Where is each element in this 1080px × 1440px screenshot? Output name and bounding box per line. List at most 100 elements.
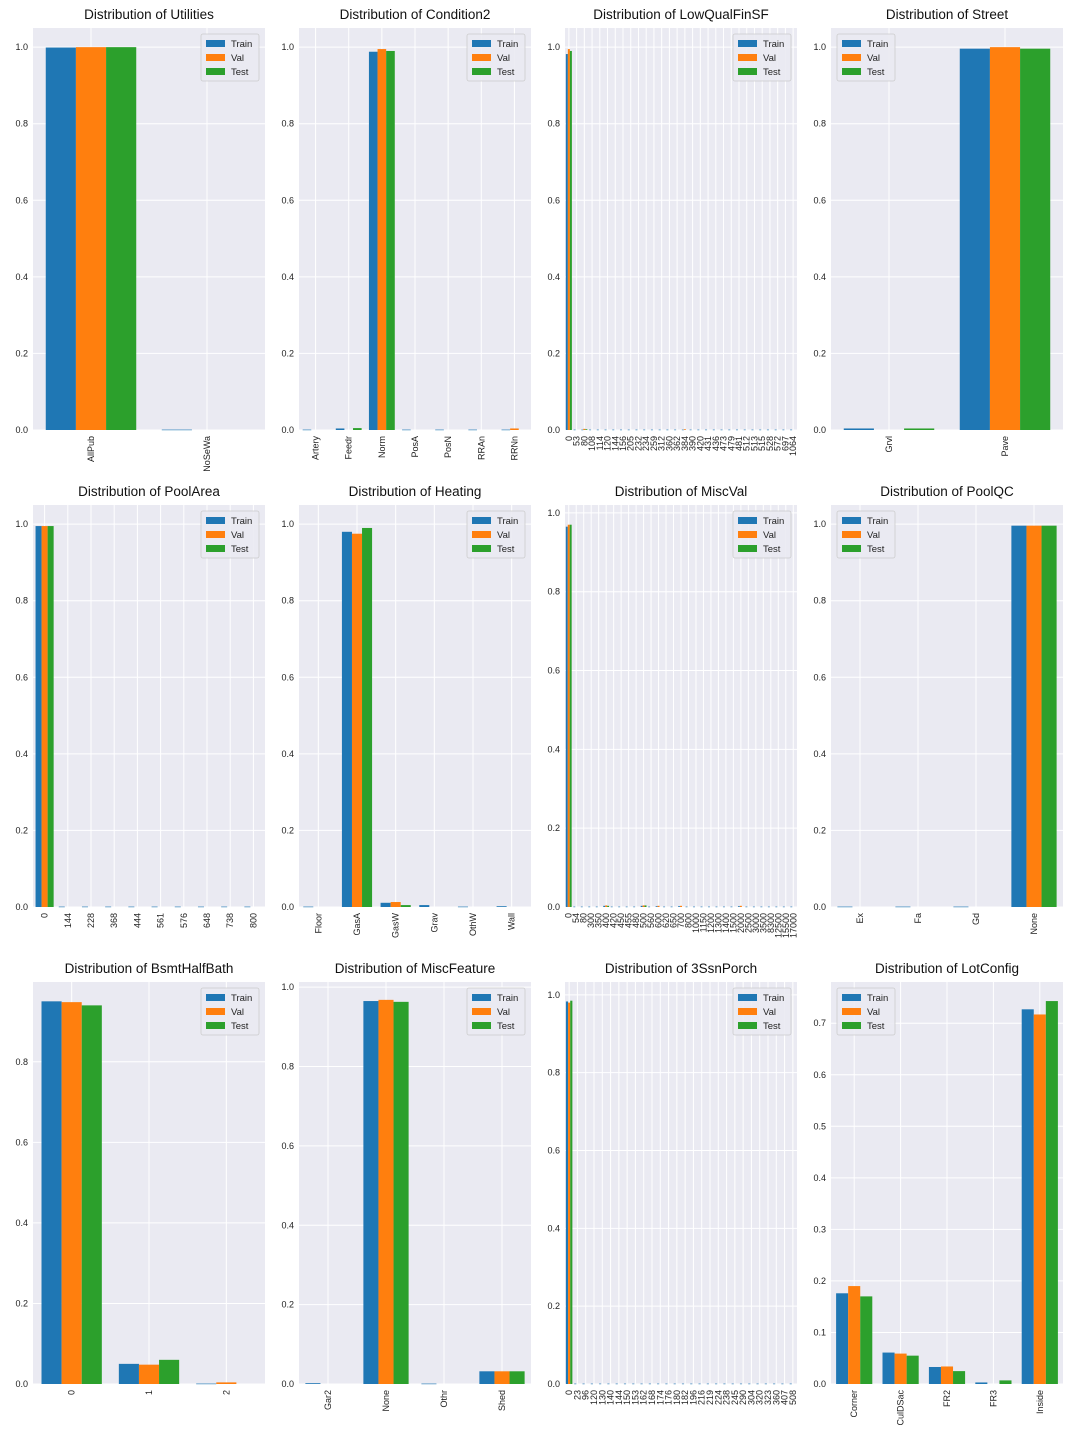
- y-tick-label: 0.2: [15, 1298, 28, 1308]
- x-tick-label: 180: [672, 1390, 682, 1405]
- x-tick-label: Grav: [429, 913, 439, 933]
- plot-area: [299, 982, 531, 1384]
- legend-label-val: Val: [231, 1007, 244, 1018]
- legend-label-test: Test: [867, 1021, 885, 1032]
- bar-train-7: [197, 906, 204, 908]
- x-tick-label: OthW: [468, 913, 478, 937]
- bar-train-2: [421, 1383, 437, 1385]
- y-tick-label: 0.8: [813, 596, 826, 606]
- legend-swatch-val: [472, 531, 491, 538]
- x-tick-label: 54: [571, 913, 581, 923]
- bar-train-28: [782, 429, 785, 431]
- bar-train-24: [751, 429, 754, 431]
- bar-train-4: [595, 906, 598, 908]
- legend-swatch-train: [206, 994, 225, 1001]
- bar-val-2: [583, 428, 586, 430]
- x-tick-label: GasW: [391, 913, 401, 939]
- bar-train-11: [650, 429, 653, 431]
- chart-title: Distribution of 3SsnPorch: [605, 961, 757, 976]
- x-tick-label: 224: [713, 1390, 723, 1405]
- legend-label-train: Train: [497, 993, 518, 1004]
- x-tick-label: 162: [639, 1390, 649, 1405]
- x-tick-label: None: [1029, 913, 1039, 935]
- x-tick-label: 245: [730, 1390, 740, 1405]
- y-tick-label: 0.4: [15, 272, 28, 282]
- legend-label-val: Val: [497, 1007, 510, 1018]
- bar-train-1: [882, 1352, 895, 1384]
- x-tick-label: 300: [586, 913, 596, 928]
- x-tick-label: 650: [669, 913, 679, 928]
- chart-panel-1: Distribution of Condition2 0.0 0.2 0.4 0.6 0.…: [281, 7, 531, 461]
- bar-val-10: [642, 905, 645, 907]
- bar-val-3: [1026, 525, 1042, 907]
- y-tick-label: 0.8: [281, 119, 294, 129]
- bar-test-2: [585, 429, 588, 430]
- x-tick-label: 368: [109, 913, 119, 928]
- y-tick-label: 0.8: [547, 587, 560, 597]
- x-tick-label: 512: [742, 436, 752, 451]
- x-tick-label: 360: [664, 436, 674, 451]
- y-tick-label: 0.0: [547, 1379, 560, 1389]
- bar-train-3: [588, 906, 591, 908]
- x-tick-label: Wall: [507, 913, 517, 930]
- legend-label-test: Test: [867, 67, 885, 78]
- x-tick-label: 481: [734, 436, 744, 451]
- x-tick-label: 2: [221, 1390, 231, 1395]
- x-tick-label: Othr: [439, 1390, 449, 1408]
- x-tick-label: Norm: [377, 436, 387, 458]
- bar-train-2: [196, 1383, 217, 1385]
- legend-swatch-test: [842, 68, 861, 75]
- bar-train-3: [419, 905, 430, 907]
- y-tick-label: 0.6: [547, 195, 560, 205]
- y-tick-label: 0.8: [547, 1068, 560, 1078]
- y-tick-label: 0.4: [15, 749, 28, 759]
- legend: Train Val Test: [732, 987, 792, 1036]
- legend-swatch-val: [472, 54, 491, 61]
- y-tick-label: 0.2: [547, 823, 560, 833]
- legend-label-train: Train: [231, 993, 252, 1004]
- bar-train-0: [303, 906, 314, 908]
- x-tick-label: 174: [655, 1390, 665, 1405]
- x-tick-label: 400: [601, 913, 611, 928]
- plot-area: [565, 982, 797, 1384]
- legend-swatch-test: [738, 545, 757, 552]
- legend-label-train: Train: [231, 39, 252, 50]
- bar-train-1: [363, 1001, 379, 1384]
- chart-panel-6: Distribution of MiscVal 0.0 0.2 0.4 0.6 0.8 1.…: [547, 484, 797, 938]
- x-tick-label: 144: [614, 1390, 624, 1405]
- bar-train-2: [580, 906, 583, 908]
- bar-test-2: [953, 1371, 966, 1384]
- bar-train-1: [959, 48, 990, 430]
- x-tick-label: CulDSac: [896, 1390, 906, 1426]
- x-tick-label: Corner: [849, 1390, 859, 1418]
- legend-swatch-val: [842, 531, 861, 538]
- x-tick-label: 96: [581, 1390, 591, 1400]
- x-tick-label: 561: [156, 913, 166, 928]
- bar-test-4: [1045, 1001, 1058, 1384]
- y-tick-label: 0.4: [547, 744, 560, 754]
- bar-train-13: [663, 906, 666, 908]
- bar-train-4: [457, 906, 468, 908]
- x-tick-label: Grvl: [884, 436, 894, 453]
- legend-swatch-test: [206, 545, 225, 552]
- legend-swatch-test: [472, 1022, 491, 1029]
- bar-train-15: [690, 1383, 693, 1385]
- chart-panel-5: Distribution of Heating 0.0 0.2 0.4 0.6 0.8 1.…: [281, 484, 531, 939]
- chart-title: Distribution of PoolArea: [78, 484, 220, 499]
- bar-train-5: [607, 1383, 610, 1385]
- x-tick-label: Floor: [313, 913, 323, 934]
- bar-train-0: [843, 428, 874, 430]
- bar-val-15: [680, 905, 682, 907]
- chart-panel-9: Distribution of MiscFeature 0.0 0.2 0.4 0.6 0…: [281, 961, 531, 1412]
- bar-val-0: [568, 1002, 571, 1384]
- x-tick-label: 176: [664, 1390, 674, 1405]
- bar-train-0: [837, 906, 853, 908]
- x-tick-label: 1200: [706, 913, 716, 933]
- y-tick-label: 0.3: [813, 1224, 826, 1234]
- bar-test-2: [400, 905, 411, 907]
- bar-train-0: [35, 526, 42, 907]
- x-tick-label: Artery: [311, 436, 321, 461]
- bar-train-25: [752, 906, 755, 908]
- x-tick-label: Feedr: [344, 436, 354, 460]
- x-tick-label: 600: [654, 913, 664, 928]
